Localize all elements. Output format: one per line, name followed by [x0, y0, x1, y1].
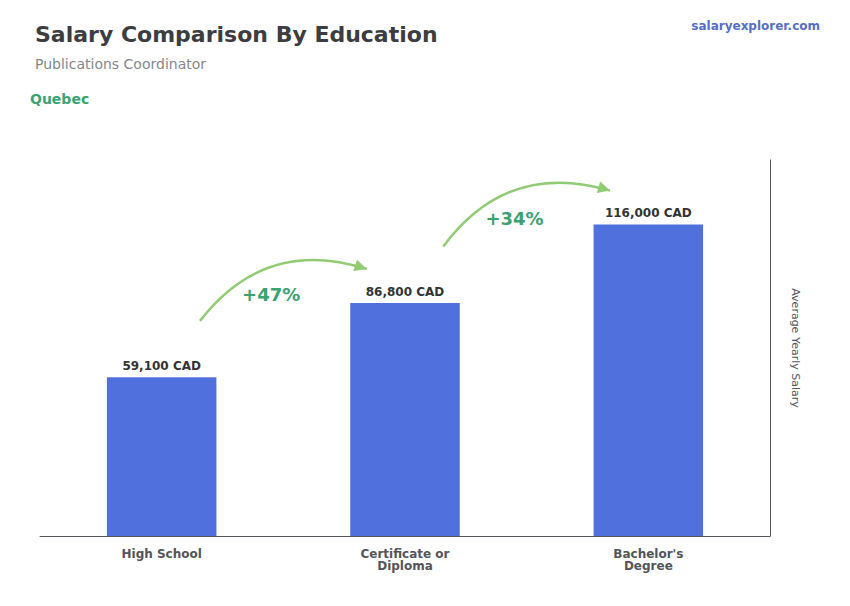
svg-text:59,100 CAD: 59,100 CAD [122, 359, 201, 373]
svg-text:Publications Coordinator: Publications Coordinator [35, 56, 206, 72]
svg-text:High School: High School [121, 547, 201, 561]
svg-text:Salary Comparison By Education: Salary Comparison By Education [35, 22, 438, 47]
svg-text:116,000 CAD: 116,000 CAD [605, 206, 692, 220]
svg-text:+47%: +47% [242, 284, 300, 305]
svg-text:Bachelor's: Bachelor's [613, 547, 684, 561]
svg-text:Average Yearly Salary: Average Yearly Salary [789, 288, 802, 408]
svg-text:Quebec: Quebec [30, 91, 89, 107]
svg-text:Degree: Degree [624, 559, 673, 573]
svg-text:Certificate or: Certificate or [360, 547, 450, 561]
svg-text:86,800 CAD: 86,800 CAD [366, 285, 445, 299]
svg-text:salaryexplorer.com: salaryexplorer.com [691, 19, 820, 33]
svg-text:+34%: +34% [485, 208, 543, 229]
svg-text:Diploma: Diploma [377, 559, 433, 573]
